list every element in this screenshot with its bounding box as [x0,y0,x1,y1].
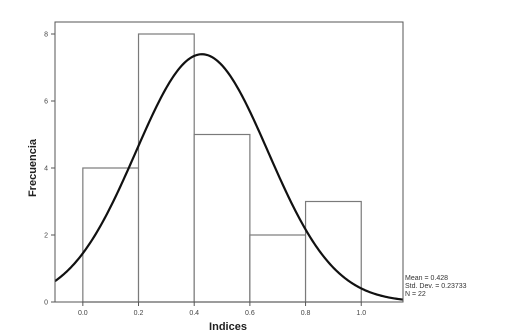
x-axis-ticks: 0.0 0.2 0.4 0.6 0.8 1.0 [78,302,366,317]
x-tick-label-2: 0.4 [189,310,199,317]
x-tick-label-4: 0.8 [301,310,311,317]
plot-frame [54,21,404,303]
histogram-bar-3 [249,234,307,303]
x-tick-label-1: 0.2 [134,310,144,317]
y-tick-label-1: 2 [44,233,48,240]
y-tick-label-3: 6 [44,99,48,106]
y-tick-label-2: 4 [44,166,48,173]
histogram-bar-2 [193,133,251,303]
stats-n: N = 22 [405,291,426,298]
x-tick-label-3: 0.6 [245,310,255,317]
histogram-bar-0 [82,167,140,303]
normal-curve [54,53,404,301]
y-axis-title: Frecuencia [27,138,39,197]
x-tick-label-5: 1.0 [356,310,366,317]
x-axis-title: Indices [209,321,247,333]
stats-std-dev: Std. Dev. = 0.23733 [405,283,467,290]
stats-mean: Mean = 0.428 [405,275,448,282]
histogram-bar-4 [304,200,362,303]
y-tick-label-0: 0 [44,300,48,307]
histogram-bar-1 [137,33,195,303]
x-tick-label-0: 0.0 [78,310,88,317]
y-tick-label-4: 8 [44,32,48,39]
histogram-bars [82,33,362,303]
y-axis-ticks: 0 2 4 6 8 [44,32,55,307]
